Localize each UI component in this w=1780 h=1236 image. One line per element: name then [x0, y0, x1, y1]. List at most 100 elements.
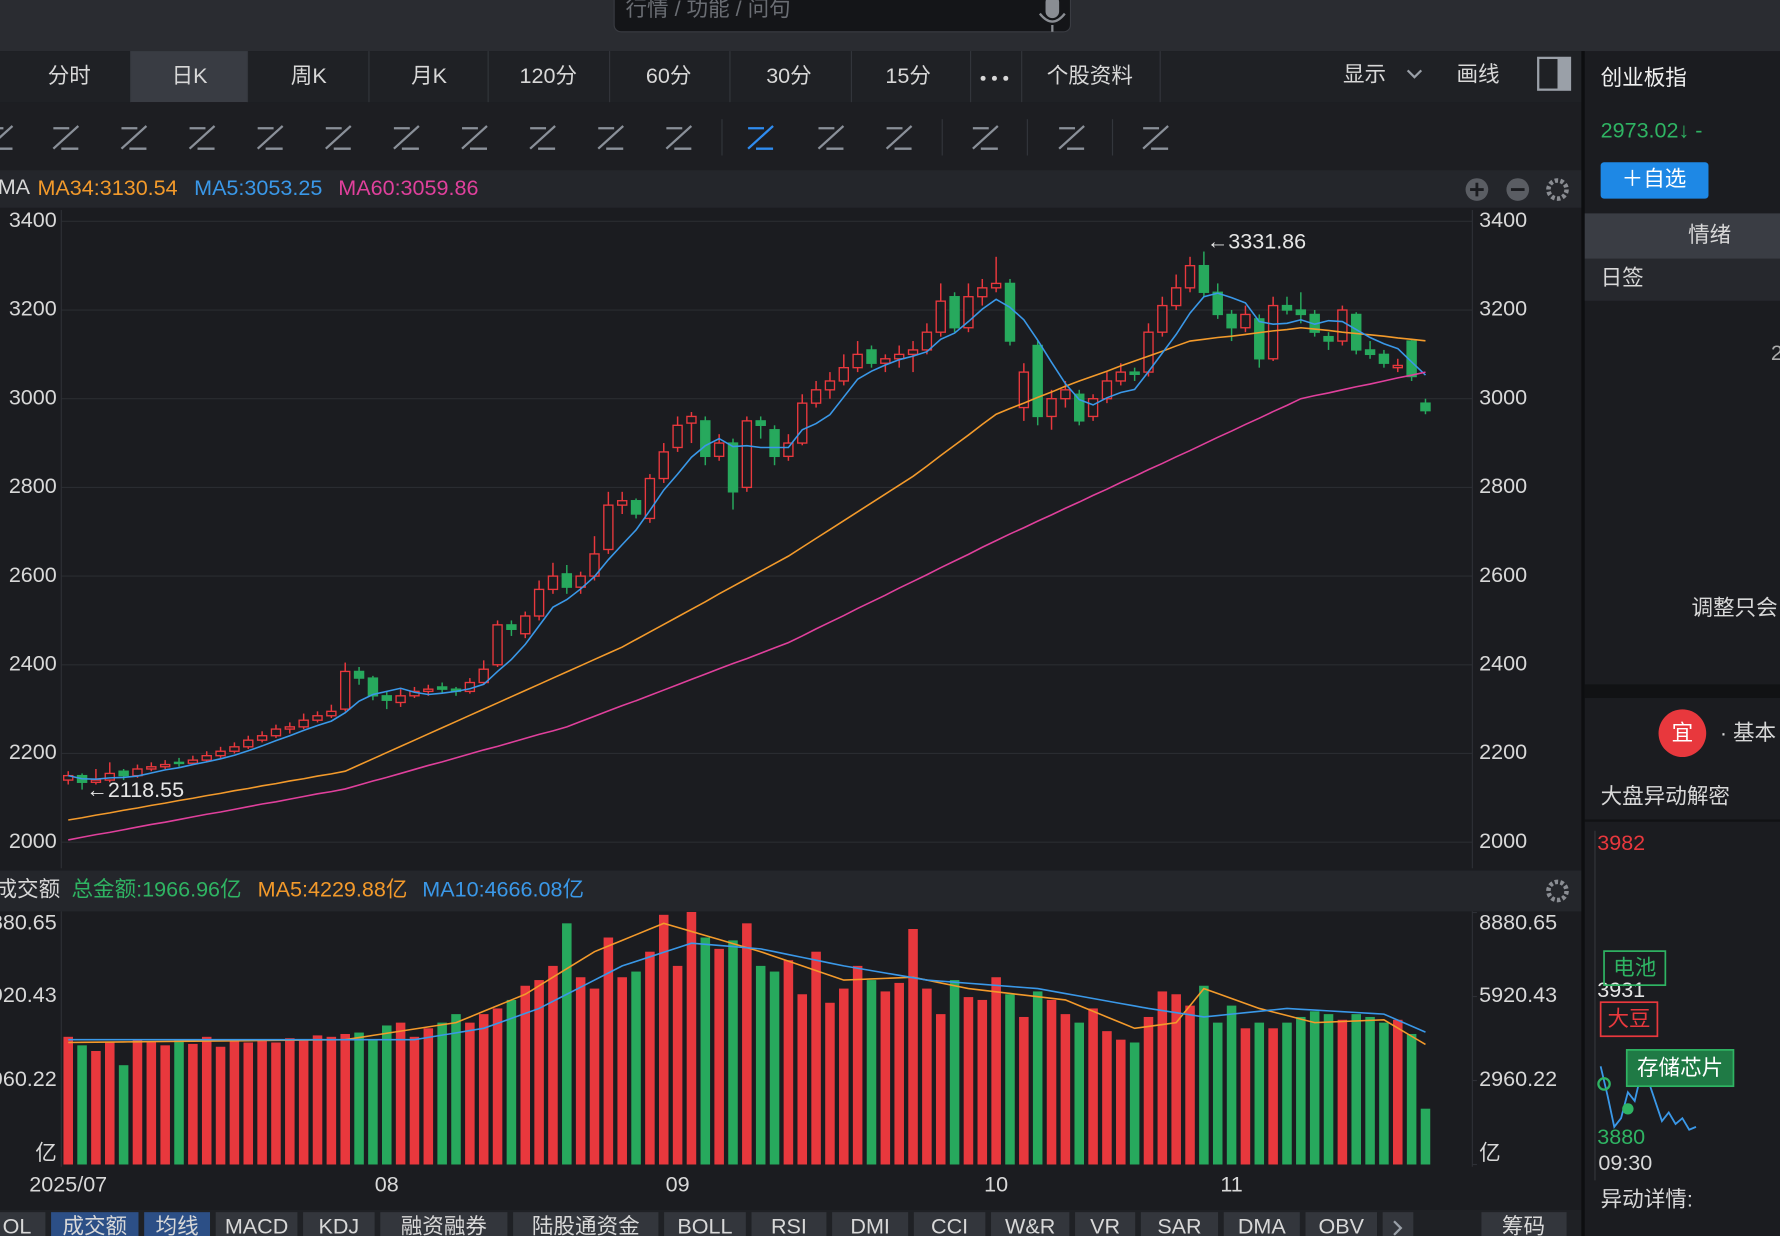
indicator-tab[interactable]: SAR: [1157, 1214, 1201, 1236]
indicator-tab[interactable]: 成交额: [62, 1214, 127, 1236]
period-tab[interactable]: 15分: [885, 63, 931, 88]
indicator-tab[interactable]: OL: [3, 1214, 32, 1236]
indicator-tab[interactable]: OBV: [1318, 1214, 1364, 1236]
candle-body: [1406, 340, 1417, 378]
volume-bar: [783, 960, 794, 1165]
candle-body: [478, 668, 489, 684]
more-dot[interactable]: [1003, 75, 1009, 81]
tool-icon[interactable]: [665, 125, 693, 150]
tool-icon[interactable]: [393, 125, 420, 150]
volume-bar: [312, 1035, 323, 1165]
chips-tab[interactable]: 筹码: [1502, 1214, 1545, 1236]
search-placeholder[interactable]: 行情 / 功能 / 问句: [625, 0, 790, 21]
settings-button[interactable]: [1546, 178, 1569, 201]
period-tab[interactable]: 月K: [411, 63, 448, 88]
mic-icon[interactable]: [1045, 0, 1060, 19]
mic-icon-stand: [1038, 12, 1066, 32]
indicator-tab[interactable]: DMA: [1238, 1214, 1287, 1236]
indicator-tab[interactable]: BOLL: [677, 1214, 732, 1236]
display-menu[interactable]: 显示: [1343, 62, 1386, 87]
period-tab[interactable]: 周K: [291, 63, 328, 88]
tool-icon[interactable]: [747, 125, 774, 150]
y-tick-label: 2400: [9, 650, 57, 675]
volume-bar: [229, 1039, 240, 1165]
detail-title: 异动详情:: [1601, 1187, 1693, 1212]
indicator-tab[interactable]: RSI: [771, 1214, 807, 1236]
volume-bar: [728, 940, 738, 1165]
candle-body: [1170, 287, 1182, 307]
tool-icon[interactable]: [597, 125, 624, 150]
tool-icon[interactable]: [461, 125, 488, 150]
more-dot[interactable]: [991, 75, 997, 81]
sentiment-tab[interactable]: 情绪: [1688, 222, 1731, 247]
volume-bar: [714, 948, 724, 1165]
volume-bar: [672, 965, 683, 1165]
candle-body: [1018, 371, 1030, 409]
tool-icon[interactable]: [972, 125, 999, 150]
sign-text: 调整只会: [1691, 595, 1777, 620]
period-tab[interactable]: 60分: [646, 63, 692, 88]
period-tab[interactable]: 30分: [766, 63, 812, 88]
tool-icon[interactable]: [256, 125, 284, 150]
tool-icon[interactable]: [817, 125, 845, 150]
info-tab[interactable]: 个股资料: [1047, 63, 1133, 88]
candle-body: [1378, 353, 1390, 364]
indicator-tab[interactable]: KDJ: [318, 1214, 359, 1236]
mini-y-tick-label: 3880: [1597, 1124, 1645, 1149]
event-tag[interactable]: [1603, 950, 1667, 987]
indicator-tab[interactable]: W&R: [1005, 1214, 1055, 1236]
event-tag-label[interactable]: 存储芯片: [1637, 1055, 1723, 1080]
volume-legend-row: [0, 870, 1584, 912]
watchlist-label[interactable]: ＋自选: [1622, 166, 1687, 191]
candle-body: [630, 500, 642, 515]
event-tag[interactable]: [1625, 1049, 1735, 1088]
volume-settings-button[interactable]: [1546, 879, 1569, 903]
indicator-tab[interactable]: 均线: [156, 1214, 199, 1236]
tool-icon[interactable]: [52, 125, 80, 150]
indicator-tab[interactable]: CCI: [931, 1214, 968, 1236]
volume-ma-line: [68, 942, 1426, 1041]
event-tag-label[interactable]: 大豆: [1607, 1006, 1650, 1031]
volume-bar: [506, 999, 517, 1165]
period-tab[interactable]: 120分: [520, 63, 578, 88]
indicator-tab-bg: [215, 1212, 298, 1236]
indicator-tab[interactable]: 融资融券: [401, 1214, 487, 1236]
more-dot[interactable]: [980, 75, 986, 81]
candle-body: [395, 695, 406, 704]
search-box[interactable]: [613, 0, 1072, 33]
mini-y-tick-label: 3982: [1597, 830, 1645, 855]
draw-lines[interactable]: 画线: [1456, 62, 1499, 87]
layout-icon-pane: [1557, 57, 1570, 90]
event-tag-label[interactable]: 电池: [1613, 955, 1656, 980]
volume-bar: [105, 1042, 115, 1165]
tool-icon[interactable]: [0, 125, 14, 150]
candle-body: [700, 420, 711, 458]
indicator-tab[interactable]: MACD: [225, 1214, 288, 1236]
indicator-tab[interactable]: 陆股通资金: [532, 1214, 640, 1236]
volume-bar: [1143, 1016, 1154, 1165]
candle-body: [880, 358, 891, 364]
period-tab[interactable]: 分时: [48, 63, 91, 88]
indicator-tab[interactable]: DMI: [850, 1214, 890, 1236]
tool-icon[interactable]: [120, 125, 148, 150]
tool-icon[interactable]: [529, 125, 556, 150]
volume-bar: [1240, 1028, 1251, 1165]
y-tick-label: 8880.65: [0, 910, 57, 935]
period-tab[interactable]: 日K: [172, 63, 209, 88]
event-tag[interactable]: [1599, 1001, 1659, 1038]
watchlist-button[interactable]: [1600, 162, 1709, 199]
indicator-tab[interactable]: VR: [1090, 1214, 1120, 1236]
tool-icon[interactable]: [1142, 125, 1169, 150]
candle-body: [298, 719, 309, 728]
tool-icon[interactable]: [325, 125, 352, 150]
candle-body: [326, 710, 337, 717]
y-tick-label-right: 3200: [1479, 296, 1527, 321]
candle-body: [963, 296, 974, 329]
tool-icon[interactable]: [885, 125, 913, 150]
candle-body: [1074, 393, 1085, 422]
tool-icon[interactable]: [188, 125, 216, 150]
tool-icon[interactable]: [1058, 125, 1085, 150]
candle-body: [1281, 304, 1293, 311]
volume-bar: [395, 1022, 406, 1165]
